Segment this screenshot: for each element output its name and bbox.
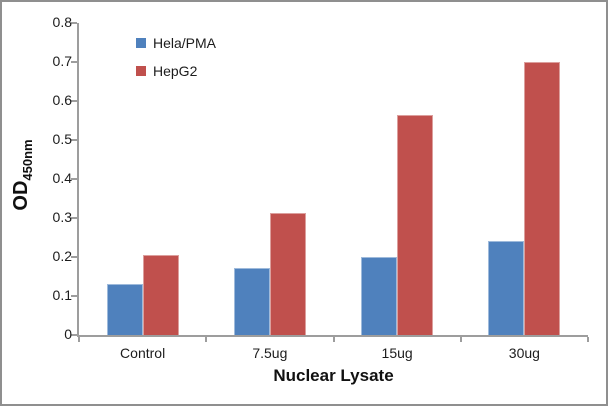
legend: Hela/PMA HepG2 [136,34,216,90]
x-axis-tick [78,337,80,342]
bar-hepg2-control [142,255,179,335]
y-axis-tick [71,217,77,219]
y-axis-tick [71,100,77,102]
bar-hela-pma-control [106,284,143,335]
y-axis-tick [71,178,77,180]
x-axis-tick [332,337,335,342]
legend-swatch-hela-pma [136,38,146,48]
y-axis-line [77,23,79,337]
legend-label-hepg2: HepG2 [153,63,198,79]
bar-hepg2-7-5ug [269,212,306,335]
bar-hela-pma-7-5ug [233,267,270,335]
legend-item-hela-pma: Hela/PMA [136,34,216,52]
y-axis-tick [71,22,77,24]
legend-label-hela-pma: Hela/PMA [153,35,217,51]
y-tick-label: 0.1 [52,287,72,303]
y-tick-label: 0.7 [52,53,72,69]
y-axis-tick [71,256,77,258]
y-tick-label: 0.2 [52,248,72,264]
legend-swatch-hepg2 [136,66,146,76]
y-axis-tick [71,295,77,297]
legend-item-hepg2: HepG2 [136,62,216,80]
x-tick-label-15ug: 15ug [381,345,413,361]
x-tick-label-30ug: 30ug [508,345,540,361]
x-axis-tick [205,337,208,342]
bar-hela-pma-30ug [488,241,525,335]
bar-hela-pma-15ug [361,257,398,335]
y-tick-label: 0.5 [52,131,72,147]
y-tick-label: 0.6 [52,92,72,108]
x-axis-title: Nuclear Lysate [273,366,394,385]
x-tick-label-control: Control [120,345,166,361]
bar-hepg2-15ug [397,114,434,335]
x-axis-tick [459,337,462,342]
y-tick-label: 0.3 [52,209,72,225]
x-tick-label-7-5ug: 7.5ug [252,345,288,361]
bar-hepg2-30ug [524,62,561,335]
x-axis-tick [587,337,589,342]
y-axis-tick [71,139,77,141]
y-tick-label: 0.8 [52,14,72,30]
y-axis-tick [71,334,77,336]
y-axis-tick [71,61,77,63]
x-axis-line [77,335,588,337]
y-tick-label: 0.4 [52,170,72,186]
y-tick-label: 0 [64,326,72,342]
